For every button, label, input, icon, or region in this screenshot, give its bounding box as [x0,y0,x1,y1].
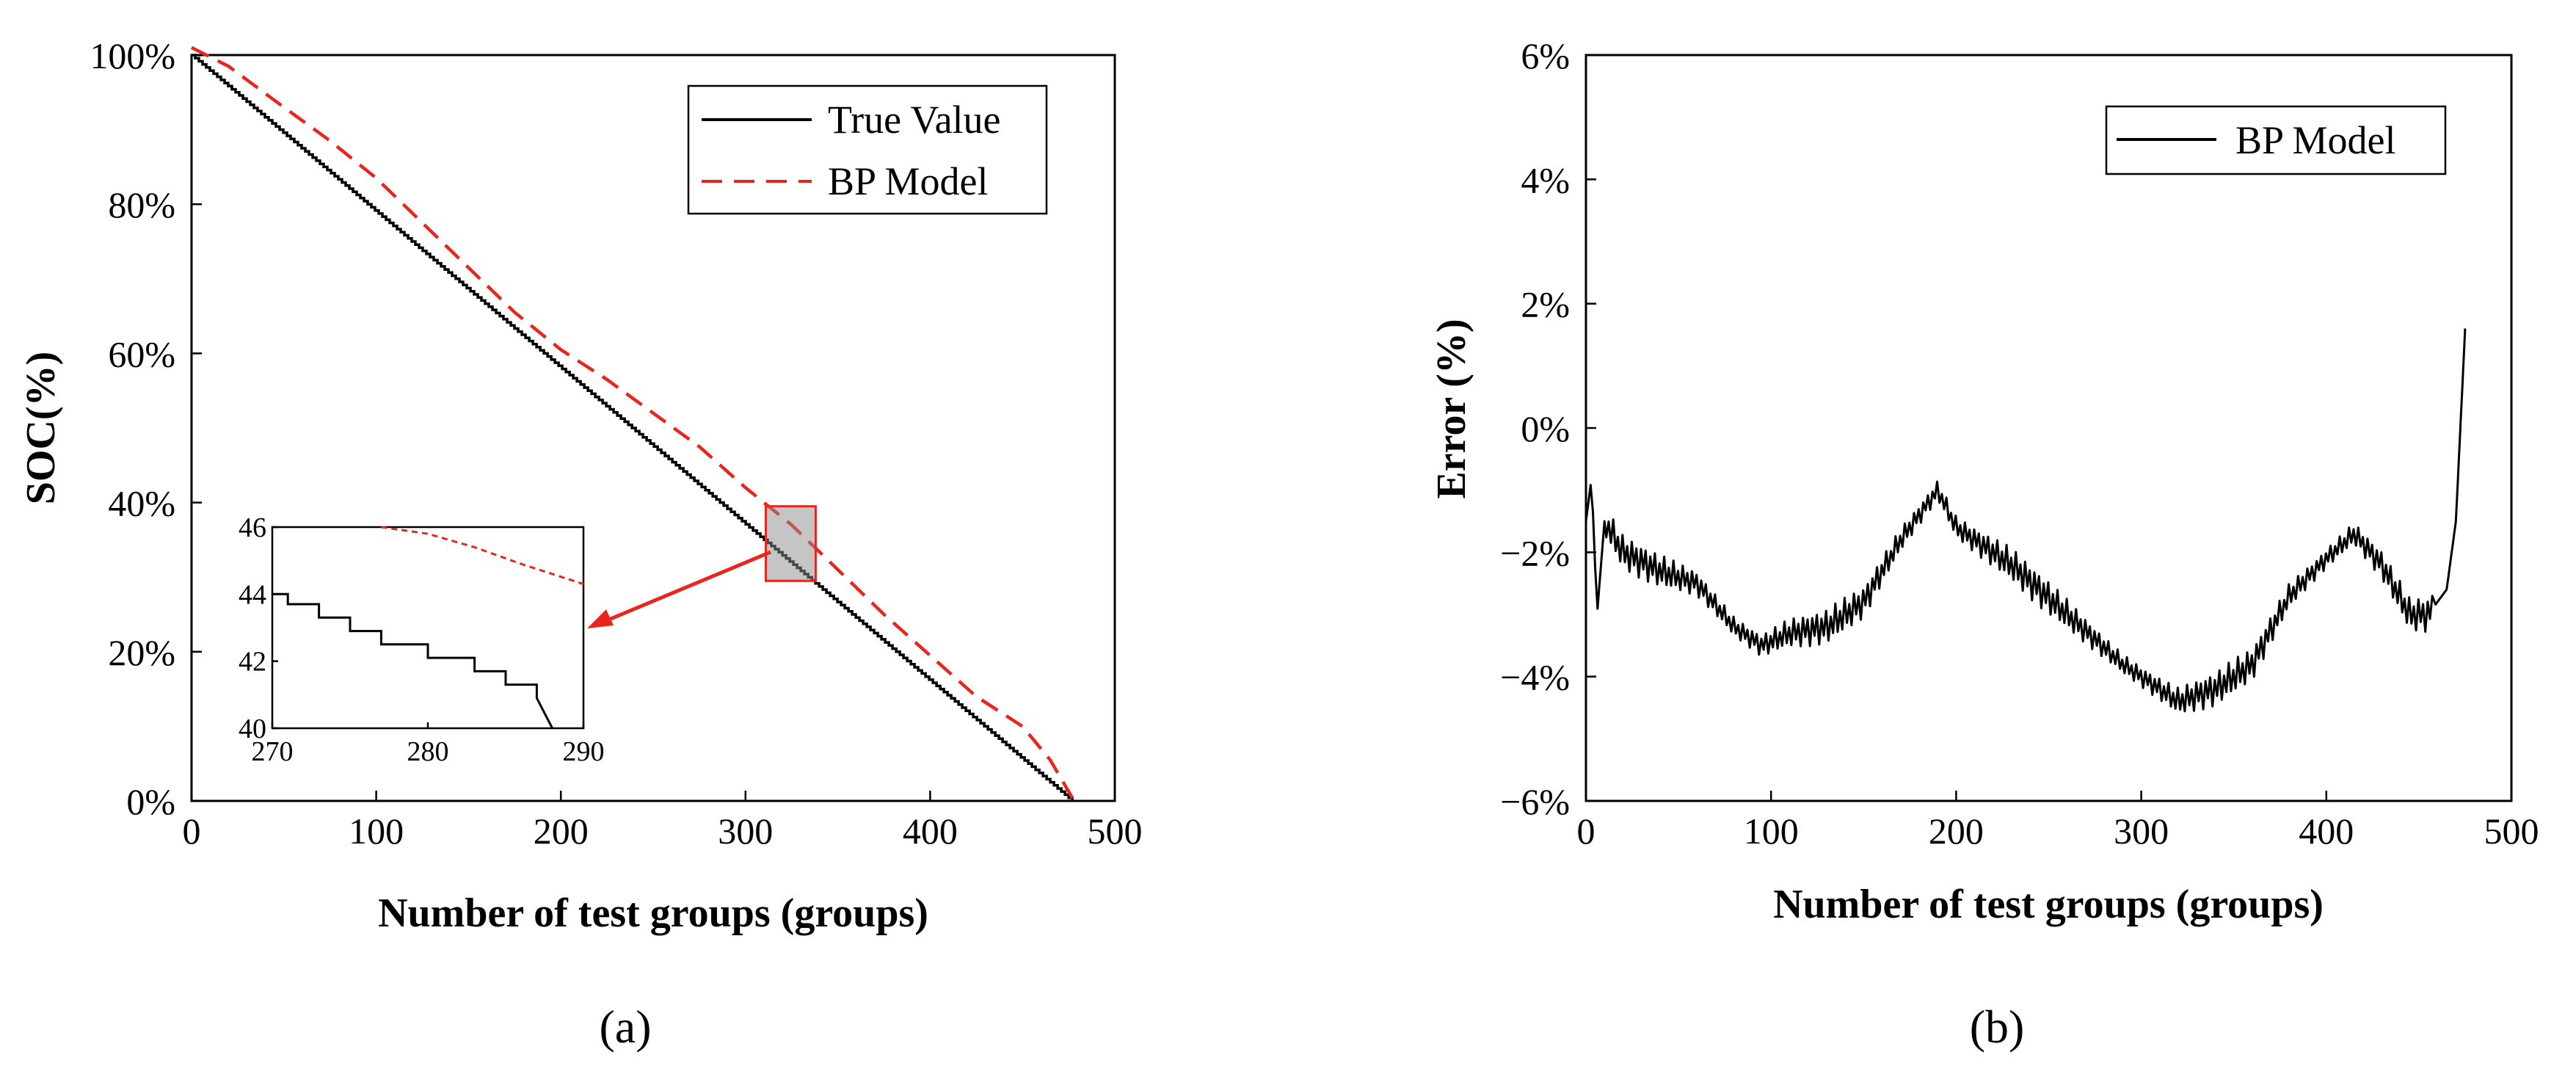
chart-a-ticks: 0 100 200 300 400 500 0% 20% 40% 60% 80% 100% [90,35,1142,852]
x-tick-label: 300 [718,810,773,852]
chart-a-inset-series-group [272,526,584,729]
chart-b-series-group [1584,328,2467,713]
x-tick-label: 280 [407,736,449,767]
y-tick-label: 60% [108,333,175,374]
chart-a-inset: 270 280 290 40 42 44 46 [239,512,605,767]
x-tick-label: 200 [534,810,589,852]
y-tick-label: 44 [239,579,266,610]
zoom-arrow [587,550,771,628]
x-tick-label: 400 [2299,810,2354,852]
x-tick-label: 400 [903,810,958,852]
x-tick-label: 290 [563,736,605,767]
legend-label-true-value: True Value [828,98,1001,142]
chart-a-inset-ticks: 270 280 290 40 42 44 46 [239,512,605,767]
x-tick-label: 500 [1088,810,1143,852]
chart-b-legend: BP Model [2105,105,2447,175]
y-tick-label: 6% [1521,35,1570,76]
y-tick-label: 2% [1521,284,1570,325]
chart-a-y-axis-label: SOC(%) [18,352,64,504]
y-tick-label: 80% [108,184,175,225]
series-bp-model-line [190,46,1076,802]
x-tick-label: 300 [2114,810,2169,852]
x-tick-label: 500 [2484,810,2539,852]
chart-a-legend-box [687,84,1048,215]
chart-b-x-axis-label: Number of test groups (groups) [1773,882,2324,927]
x-tick-label: 100 [349,810,404,852]
legend-label-bp-model: BP Model [828,159,989,203]
chart-a-series-group [190,46,1076,802]
inset-true-value-line [272,592,553,729]
chart-b-ticks: 0 100 200 300 400 500 −6% −4% −2% 0% 2% 4% 6% [1500,35,2539,852]
x-tick-label: 200 [1929,810,1984,852]
y-tick-label: 40% [108,483,175,524]
chart-a-plot-frame [190,54,1116,802]
y-tick-label: 0% [1521,408,1570,449]
x-tick-label: 100 [1744,810,1799,852]
legend-label-bp-model: BP Model [2235,118,2396,162]
panel-label-a: (a) [599,1001,651,1053]
y-tick-label: −2% [1500,532,1570,573]
y-tick-label: −6% [1500,781,1570,822]
y-tick-label: 4% [1521,159,1570,200]
chart-a-zoom-box [764,505,817,582]
chart-a-x-axis-label: Number of test groups (groups) [378,890,928,936]
chart-b: 0 100 200 300 400 500 −6% −4% −2% 0% 2% 4% 6% BP Mod… [1429,35,2539,1053]
y-tick-label: 42 [239,647,266,678]
series-true-value-line [192,54,1074,801]
x-tick-label: 270 [252,736,294,767]
x-tick-label: 0 [1577,810,1596,852]
x-tick-label: 0 [183,810,201,852]
y-tick-label: 100% [90,35,175,76]
chart-b-y-axis-label: Error (%) [1429,319,1474,498]
y-tick-label: 46 [239,512,266,543]
inset-bp-model-line [381,526,584,586]
panel-label-b: (b) [1970,1001,2025,1053]
y-tick-label: −4% [1500,657,1570,698]
series-bp-model-line [1584,328,2467,713]
chart-a-inset-frame [271,526,585,730]
y-tick-label: 0% [126,781,175,822]
chart-a: 0 100 200 300 400 500 0% 20% 40% 60% 80% 100% 270 28… [18,35,1143,1053]
y-tick-label: 20% [108,632,175,673]
chart-a-legend: True Value BP Model [687,84,1048,215]
y-tick-label: 40 [239,714,266,744]
